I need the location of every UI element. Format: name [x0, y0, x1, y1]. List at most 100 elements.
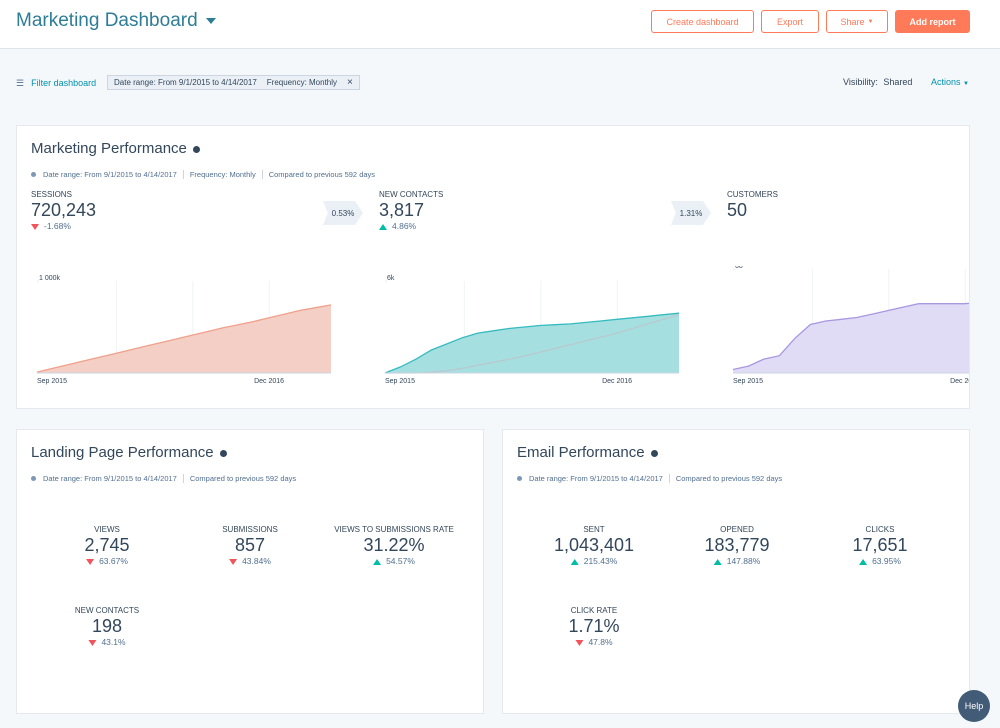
trend-arrow	[570, 559, 579, 566]
metric-label: CLICK RATE	[570, 606, 618, 615]
metric-label: CUSTOMERS	[727, 190, 778, 199]
change-text: 43.1%	[101, 637, 126, 647]
metric-label: VIEWS TO SUBMISSIONS RATE	[334, 525, 454, 534]
trend-arrow	[373, 559, 382, 566]
trend-arrow	[859, 559, 868, 566]
info-icon[interactable]	[192, 145, 200, 153]
x-tick-label: Sep 2015	[37, 378, 67, 385]
change-text: 215.43%	[583, 556, 618, 566]
info-icon	[31, 476, 36, 481]
arrow-shape	[31, 224, 39, 231]
actions-menu[interactable]: Actions ▼	[931, 77, 969, 87]
meta-text: Compared to previous 592 days	[261, 170, 381, 179]
conversion-chevron: 1.31%	[671, 201, 711, 225]
metric-label: NEW CONTACTS	[74, 606, 140, 615]
metric-value: 198	[91, 616, 123, 636]
info-icon	[517, 476, 522, 481]
actions-text[interactable]: Actions	[931, 77, 961, 87]
metric-value: 50	[727, 200, 748, 220]
meta-text: Frequency: Monthly	[182, 170, 262, 179]
header: Marketing Dashboard Create dashboard Exp…	[0, 0, 1000, 49]
x-tick-label: Dec 2016	[254, 378, 284, 385]
line	[732, 302, 969, 371]
caret[interactable]	[205, 17, 216, 24]
y-tick-label: 1 000k	[39, 275, 61, 282]
title-text[interactable]: Marketing Dashboard	[16, 10, 198, 31]
change-text: 4.86%	[392, 221, 417, 231]
change-text: 43.84%	[242, 556, 271, 566]
create-dashboard-button[interactable]: Create dashboard	[651, 10, 754, 33]
info-icon	[31, 172, 36, 177]
meta-text: Date range: From 9/1/2015 to 4/14/2017	[43, 474, 177, 483]
metric-label: VIEWS	[94, 525, 120, 534]
metric-label: SESSIONS	[31, 190, 72, 199]
metric-change: 4.86%	[379, 221, 416, 231]
change-text: 147.88%	[726, 556, 761, 566]
meta-text: Date range: From 9/1/2015 to 4/14/2017	[529, 474, 663, 483]
chip-text: Frequency: Monthly	[266, 78, 338, 87]
filter-icon[interactable]: ☰	[16, 78, 25, 88]
metric-label: SENT	[583, 525, 605, 534]
metric-change: -1.68%	[31, 221, 71, 231]
landing-card: Landing Page Performance Date range: From…	[16, 429, 484, 714]
info-icon[interactable]	[650, 449, 658, 457]
visibility: Visibility: Shared	[843, 77, 912, 87]
metric-change: 63.67%	[86, 556, 128, 566]
metric-value: 31.22%	[363, 535, 425, 555]
card-meta: Date range: From 9/1/2015 to 4/14/2017 Co…	[31, 474, 302, 483]
metric-change: 147.88%	[713, 556, 761, 566]
add-report-button[interactable]: Add report	[895, 10, 970, 33]
info-icon[interactable]	[219, 449, 227, 457]
filter-text[interactable]: Filter dashboard	[31, 78, 97, 88]
arrow-shape	[86, 559, 95, 566]
visibility-label: Visibility:	[843, 77, 878, 87]
change-text: 63.67%	[99, 556, 128, 566]
arrow-shape	[570, 559, 579, 566]
metric-change: 47.8%	[575, 637, 613, 647]
arrow-shape	[575, 640, 584, 647]
card-meta: Date range: From 9/1/2015 to 4/14/2017 Fr…	[31, 170, 381, 179]
share-button[interactable]: Share ▼	[826, 10, 888, 33]
chip-close[interactable]: ×	[347, 77, 353, 88]
x-tick-label: Dec 2016	[602, 378, 632, 385]
visibility-value: Shared	[883, 77, 913, 87]
metric-change: 43.1%	[88, 637, 126, 647]
trend-arrow	[575, 640, 584, 647]
caret[interactable]: ▼	[867, 18, 874, 25]
metric-value: 1.71%	[568, 616, 620, 636]
chip-text: Date range: From 9/1/2015 to 4/14/2017	[114, 78, 257, 87]
metric-change: 54.57%	[373, 556, 415, 566]
trend-arrow	[379, 224, 387, 231]
meta-text: Date range: From 9/1/2015 to 4/14/2017	[43, 170, 177, 179]
metric-label: CLICKS	[865, 525, 895, 534]
filter-chip: Date range: From 9/1/2015 to 4/14/2017 F…	[107, 75, 360, 90]
metric-label: SUBMISSIONS	[222, 525, 278, 534]
metric-change: 215.43%	[570, 556, 618, 566]
change-text: 47.8%	[588, 637, 613, 647]
trend-arrow	[713, 559, 722, 566]
export-button[interactable]: Export	[761, 10, 819, 33]
arrow-shape	[88, 640, 97, 647]
filter-link[interactable]: ☰ Filter dashboard	[16, 78, 96, 89]
dashboard-title[interactable]: Marketing Dashboard	[16, 10, 216, 32]
conversion-chevron: 0.53%	[323, 201, 363, 225]
x-tick-label: Sep 2015	[385, 378, 415, 385]
area	[385, 313, 679, 373]
card-title: Email Performance	[517, 444, 658, 461]
help-button[interactable]: Help	[958, 690, 990, 722]
area	[37, 304, 331, 373]
metric-label: NEW CONTACTS	[379, 190, 444, 199]
arrow-shape	[859, 559, 868, 566]
metric-change: 43.84%	[229, 556, 271, 566]
marketing-card: Marketing Performance Date range: From 9/…	[16, 125, 970, 409]
area-chart: 6k Sep 2015 Dec 2016	[384, 275, 680, 385]
card-title-text: Landing Page Performance	[31, 444, 214, 461]
card-title-text: Email Performance	[517, 444, 645, 461]
line	[36, 304, 332, 373]
share-text[interactable]: Share	[840, 16, 865, 27]
trend-arrow	[86, 559, 95, 566]
trend-arrow	[31, 224, 39, 231]
arrow-shape	[379, 224, 387, 231]
